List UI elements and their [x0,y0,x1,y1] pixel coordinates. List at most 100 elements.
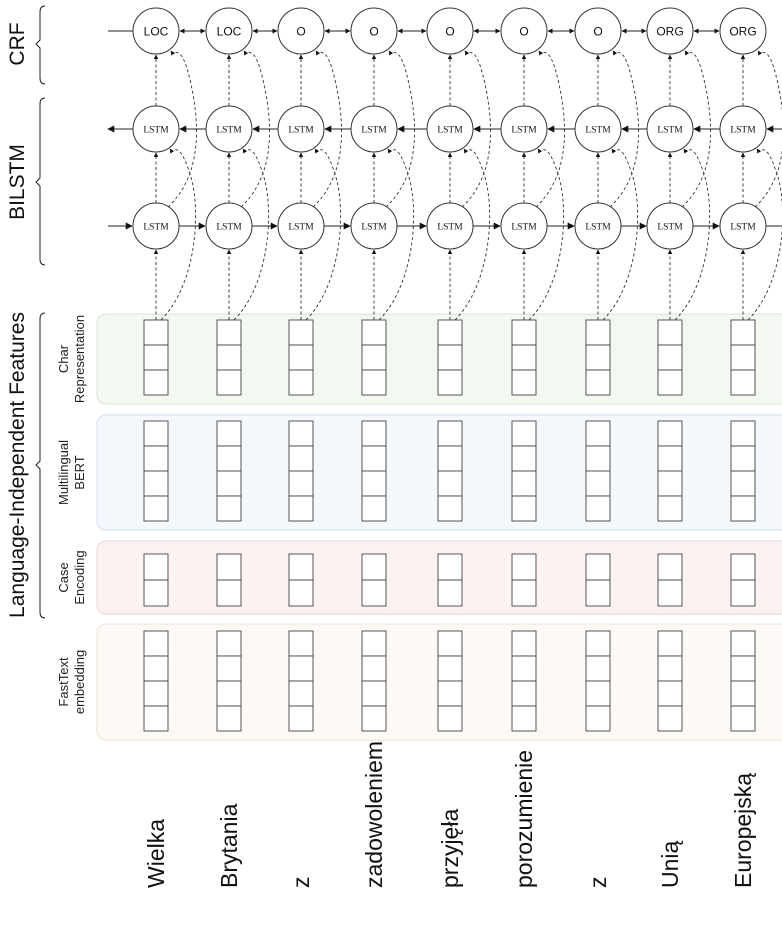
forward-lstm-node [350,202,398,250]
forward-to-crf-curve [461,50,491,208]
feature-cell [437,705,463,732]
feature-to-backward-curve [305,148,342,321]
feature-cell [437,553,463,581]
feature-cell [361,553,387,581]
feature-to-backward-curve [233,148,270,321]
token-word: Wielka [143,819,169,888]
crf-tag-label: O [369,25,378,39]
forward-to-crf-curve [312,50,342,208]
token-word: porozumienie [511,750,537,888]
feature-cell [216,680,242,707]
backward-lstm-label: LSTM [216,126,242,136]
feature-cell [657,470,683,497]
feature-cell [143,445,169,472]
feature-cell [437,630,463,657]
feature-cell [511,579,537,607]
feature-cell [288,420,314,447]
feature-cell [657,495,683,522]
feature-cell [730,655,756,682]
feature-cell [437,420,463,447]
feature-cell [216,495,242,522]
feature-cell [288,445,314,472]
feature-cell [585,630,611,657]
feature-cell [511,319,537,346]
feature-cell [288,369,314,396]
feature-cell [585,369,611,396]
token-word: Europejską [730,773,756,888]
feature-cell [437,470,463,497]
feature-cell [288,680,314,707]
crf-brace [35,5,46,85]
feature-cell [511,445,537,472]
feature-cell [657,344,683,371]
feature-cell [585,579,611,607]
backward-lstm-label: LSTM [361,126,387,136]
feature-label-4: FastTextembedding [56,650,87,714]
feature-cell [730,553,756,581]
feature-to-backward-curve [674,148,711,321]
feature-cell [730,495,756,522]
feature-cell [437,319,463,346]
forward-lstm-label: LSTM [437,223,463,233]
feature-cell [511,369,537,396]
crf-tag-label: O [445,25,454,39]
feature-cell [511,495,537,522]
crf-node [500,7,548,55]
feature-cell [585,495,611,522]
feature-cell [585,420,611,447]
feature-cell [361,630,387,657]
feature-label-line2: Encoding [72,550,87,604]
feature-label-3: CaseEncoding [56,550,87,604]
feature-cell [288,344,314,371]
feature-cell [730,420,756,447]
forward-lstm-label: LSTM [361,223,387,233]
forward-to-crf-curve [167,50,197,208]
feature-cell [511,344,537,371]
feature-label-line1: Case [56,562,71,592]
feature-cells [143,319,756,732]
forward-lstm-node [646,202,694,250]
feature-cell [216,319,242,346]
feature-cell [361,495,387,522]
crf-tag-label: ORG [656,25,683,39]
nodes: LOC LSTM LSTM LOC LSTM LSTM O LSTM LSTM O LSTM LSTM… [132,7,767,250]
feature-cell [730,705,756,732]
forward-lstm-label: LSTM [585,223,611,233]
forward-to-crf-curve [754,50,782,208]
feature-cell [657,630,683,657]
feature-cell [511,655,537,682]
forward-lstm-label: LSTM [288,223,314,233]
feature-cell [143,319,169,346]
feature-cell [143,553,169,581]
forward-to-crf-curve [609,50,639,208]
feature-to-backward-curve [378,148,415,321]
forward-lstm-node [719,202,767,250]
feature-cell [657,445,683,472]
feature-cell [361,369,387,396]
feature-cell [585,470,611,497]
feature-cell [511,630,537,657]
feature-cell [585,445,611,472]
feature-cell [143,630,169,657]
feature-cell [288,705,314,732]
features-brace [35,312,46,619]
forward-to-crf-curve [385,50,415,208]
feature-cell [437,680,463,707]
forward-lstm-node [205,202,253,250]
feature-cell [143,495,169,522]
feature-to-backward-curve [528,148,565,321]
feature-cell [730,319,756,346]
feature-cell [143,655,169,682]
feature-cell [143,344,169,371]
feature-cell [437,445,463,472]
dashed-connections [153,50,782,321]
feature-cell [585,319,611,346]
crf-tag-label: O [296,25,305,39]
crf-tag-label: O [593,25,602,39]
backward-lstm-label: LSTM [288,126,314,136]
feature-cell [216,553,242,581]
feature-cell [657,319,683,346]
backward-lstm-node [500,105,548,153]
feature-label-2: MultilingualBERT [56,440,87,505]
feature-to-backward-curve [747,148,782,321]
